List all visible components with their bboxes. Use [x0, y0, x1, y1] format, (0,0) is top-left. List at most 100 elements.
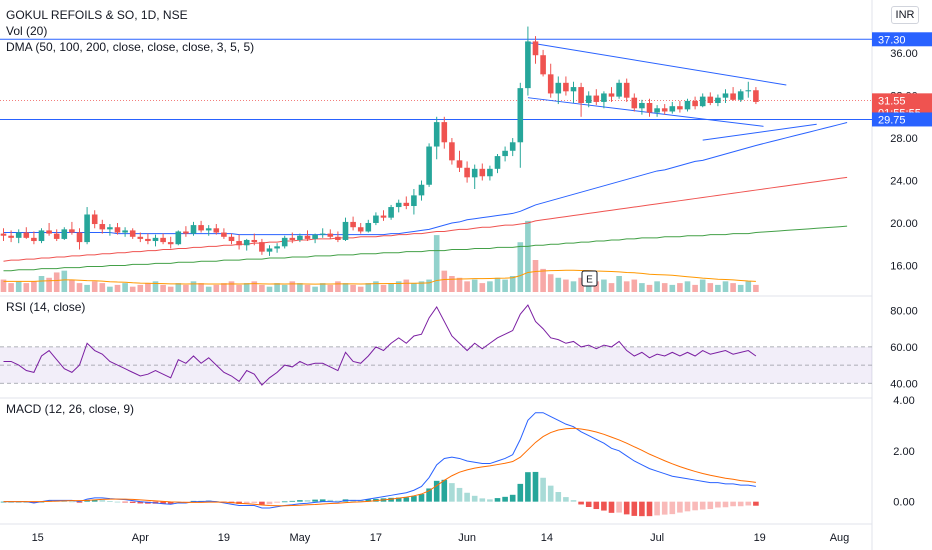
symbol-title[interactable]: GOKUL REFOILS & SO, 1D, NSE [6, 8, 188, 22]
volume-bar [593, 281, 600, 292]
candle [243, 238, 250, 251]
dma-legend[interactable]: DMA (50, 100, 200, close, close, close, … [6, 40, 254, 54]
volume-bar [365, 283, 372, 292]
volume-bar [692, 284, 698, 292]
macd-histogram-bar [167, 501, 174, 504]
volume-bar [160, 284, 166, 292]
macd-histogram-bar [99, 500, 106, 502]
volume-bar [631, 279, 638, 292]
volume-bar [175, 283, 182, 292]
candle [517, 82, 524, 168]
macd-histogram-bar [646, 501, 653, 517]
macd-histogram-bar [76, 501, 83, 503]
support-trend-line[interactable] [702, 123, 817, 141]
candle [175, 230, 182, 246]
macd-histogram-bar [737, 501, 744, 507]
volume-legend[interactable]: Vol (20) [6, 24, 47, 38]
macd-histogram-bar [509, 494, 516, 502]
volume-bar [228, 281, 235, 292]
volume-bar [335, 281, 341, 292]
volume-bar [152, 281, 159, 292]
candle [221, 228, 227, 239]
volume-bar [669, 284, 676, 292]
volume-bar [509, 276, 516, 292]
macd-histogram-bar [692, 501, 698, 511]
volume-bar [38, 276, 45, 292]
volume-bar [243, 283, 250, 292]
candle [502, 146, 508, 162]
candle [639, 99, 645, 115]
candle [114, 222, 121, 235]
macd-histogram-bar [585, 501, 592, 508]
volume-bar [547, 274, 554, 292]
volume-bar [677, 283, 683, 292]
macd-line [3, 412, 756, 509]
macd-histogram-bar [312, 499, 318, 502]
macd-histogram-bar [418, 494, 425, 502]
candle [281, 235, 288, 249]
candle [441, 116, 448, 149]
volume-bar [646, 284, 653, 292]
candle [357, 222, 364, 234]
candle [547, 63, 554, 98]
candle [509, 138, 516, 157]
candle [555, 76, 562, 105]
macd-histogram-bar [69, 501, 75, 503]
price-tag-value: 37.30 [878, 34, 906, 46]
volume-bar [540, 268, 546, 292]
triangle-upper-line[interactable] [527, 41, 787, 86]
candle [471, 164, 478, 190]
candle [23, 227, 30, 239]
rsi-tick-label: 80.00 [890, 306, 918, 318]
triangle-lower-line[interactable] [527, 97, 764, 127]
macd-histogram-bar [661, 501, 668, 515]
macd-histogram-bar [684, 501, 691, 512]
volume-bar [707, 283, 714, 292]
candle [31, 231, 37, 245]
volume-bar [722, 281, 729, 292]
rsi-line [3, 304, 757, 386]
signal-line [3, 427, 756, 507]
candle [167, 236, 174, 249]
macd-histogram-bar [502, 496, 508, 502]
candle [327, 229, 334, 239]
volume-bar [525, 220, 531, 292]
drawing-tools[interactable] [0, 38, 872, 141]
volume-bar [456, 277, 463, 292]
candle [53, 229, 60, 242]
macd-histogram-bar [441, 479, 448, 502]
macd-histogram-bar [639, 501, 645, 517]
volume-bars [0, 220, 759, 292]
candle [145, 233, 151, 245]
volume-bar [84, 284, 90, 292]
date-tick-label: 17 [370, 532, 382, 544]
candle [122, 227, 128, 237]
candle [699, 93, 706, 108]
earnings-marker[interactable]: E [581, 270, 598, 287]
volume-bar [129, 286, 136, 292]
volume-bar [433, 235, 440, 292]
macd-histogram-bar [699, 501, 706, 510]
macd-legend[interactable]: MACD (12, 26, close, 9) [6, 402, 134, 416]
macd-histogram-bar [297, 500, 303, 502]
volume-bar [380, 284, 387, 292]
volume-bar [639, 283, 645, 292]
ma100-line [3, 176, 848, 262]
macd-histogram-bar [471, 495, 478, 502]
ma50-line [3, 122, 848, 236]
price-tick-label: 16.00 [890, 260, 918, 272]
currency-label[interactable]: INR [891, 6, 919, 24]
date-tick-label: May [290, 532, 311, 544]
earnings-marker-box[interactable] [581, 270, 598, 287]
volume-bar [312, 286, 318, 292]
candle [61, 227, 68, 240]
candle [737, 89, 744, 102]
volume-bar [251, 281, 258, 292]
price-tag-value: 31.55 [878, 95, 906, 107]
candle [692, 96, 698, 110]
candle [631, 93, 638, 112]
rsi-legend[interactable]: RSI (14, close) [6, 300, 85, 314]
price-tick-label: 24.00 [890, 176, 918, 188]
price-tag-value: 29.75 [878, 114, 906, 126]
candle [684, 98, 691, 112]
